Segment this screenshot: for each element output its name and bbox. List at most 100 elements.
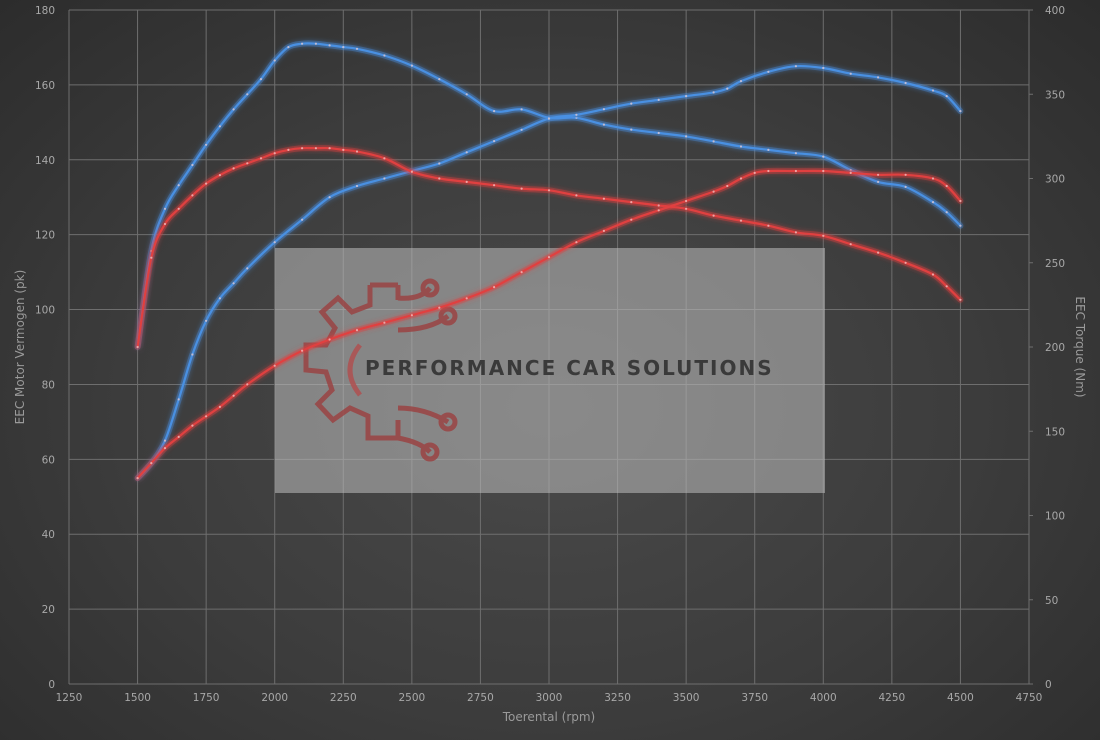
series-point <box>739 177 743 180</box>
series-point <box>410 314 413 317</box>
y-left-tick-label: 0 <box>48 679 55 691</box>
series-point <box>218 297 221 300</box>
y-left-tick-label: 160 <box>35 80 55 92</box>
x-tick-label: 4250 <box>878 692 905 704</box>
series-point <box>355 184 359 188</box>
series-point <box>547 256 551 259</box>
series-point <box>410 170 413 173</box>
series-point <box>959 110 962 113</box>
series-point <box>822 66 825 70</box>
x-tick-label: 3750 <box>741 692 768 704</box>
series-point <box>232 394 235 397</box>
series-point <box>767 148 770 151</box>
grid <box>68 9 1033 685</box>
series-point <box>685 207 688 210</box>
series-point <box>246 383 249 386</box>
series-point <box>767 224 770 227</box>
series-point <box>273 241 276 244</box>
series-point <box>547 117 551 120</box>
series-point <box>301 147 304 150</box>
series-point <box>945 95 948 98</box>
y-axis-left-title: EEC Motor Vermogen (pk) <box>13 270 27 425</box>
series-point <box>301 42 304 45</box>
series-point <box>246 162 249 165</box>
x-tick-label: 4750 <box>1016 692 1043 704</box>
series-point <box>931 201 935 204</box>
series-point <box>685 199 688 203</box>
series-point <box>739 80 743 83</box>
series-point <box>767 169 770 173</box>
series-point <box>232 108 235 111</box>
series-point <box>959 298 962 301</box>
series-point <box>465 93 468 96</box>
series-point <box>575 241 578 244</box>
series-point <box>945 285 948 288</box>
x-tick-label: 3250 <box>604 692 631 704</box>
series-point <box>602 229 606 232</box>
y-left-tick-label: 120 <box>35 230 55 242</box>
series-point <box>739 219 743 222</box>
series-point <box>287 46 290 49</box>
series-point <box>150 256 153 259</box>
series-point <box>712 190 715 193</box>
series-point <box>931 273 935 276</box>
series-point <box>849 171 852 174</box>
y-right-tick-label: 300 <box>1045 174 1065 186</box>
watermark-text: PERFORMANCE CAR SOLUTIONS <box>365 356 774 380</box>
series-point <box>685 95 688 98</box>
series-point <box>712 140 715 143</box>
series-point <box>218 125 221 128</box>
series-point <box>438 162 441 165</box>
series-point <box>383 321 386 324</box>
x-axis-title: Toerental (rpm) <box>502 710 595 724</box>
series-point <box>383 54 386 57</box>
x-tick-label: 4500 <box>947 692 974 704</box>
series-point <box>177 435 180 438</box>
series-point <box>232 167 235 170</box>
series-point <box>877 180 880 183</box>
gear-circuit-icon <box>303 278 458 462</box>
series-point <box>218 405 221 408</box>
y-left-tick-label: 40 <box>42 529 55 541</box>
series-point <box>904 185 907 188</box>
series-point <box>630 128 633 131</box>
series-point <box>794 231 798 234</box>
series-point <box>822 155 825 158</box>
series-point <box>328 44 331 47</box>
y-right-tick-label: 200 <box>1045 342 1065 354</box>
x-tick-label: 1500 <box>124 692 151 704</box>
series-point <box>191 194 194 197</box>
series-point <box>520 271 523 274</box>
series-point <box>136 345 139 349</box>
series-point <box>493 140 496 143</box>
series-point <box>726 87 729 90</box>
series-point <box>753 171 756 174</box>
series-point <box>493 286 496 289</box>
y-right-tick-label: 350 <box>1045 89 1065 101</box>
y-left-tick-label: 140 <box>35 155 55 167</box>
series-point <box>465 297 468 300</box>
series-point <box>410 64 413 67</box>
series-point <box>438 78 441 81</box>
series-point <box>602 123 606 126</box>
series-point <box>685 135 688 138</box>
y-left-tick-label: 60 <box>42 454 55 466</box>
series-point <box>931 177 935 180</box>
series-point <box>904 173 907 176</box>
series-point <box>218 174 221 177</box>
series-point <box>520 128 523 131</box>
series-point <box>177 398 180 401</box>
series-point <box>602 197 606 200</box>
series-point <box>630 102 633 105</box>
series-point <box>547 189 551 192</box>
watermark-logo: PERFORMANCE CAR SOLUTIONS <box>275 248 825 493</box>
series-point <box>136 477 139 480</box>
series-point <box>177 184 180 187</box>
series-point <box>163 207 167 210</box>
series-point <box>904 261 907 264</box>
series-point <box>191 353 194 356</box>
y-left-tick-label: 80 <box>42 379 55 391</box>
series-point <box>657 204 660 207</box>
series-point <box>355 150 359 153</box>
